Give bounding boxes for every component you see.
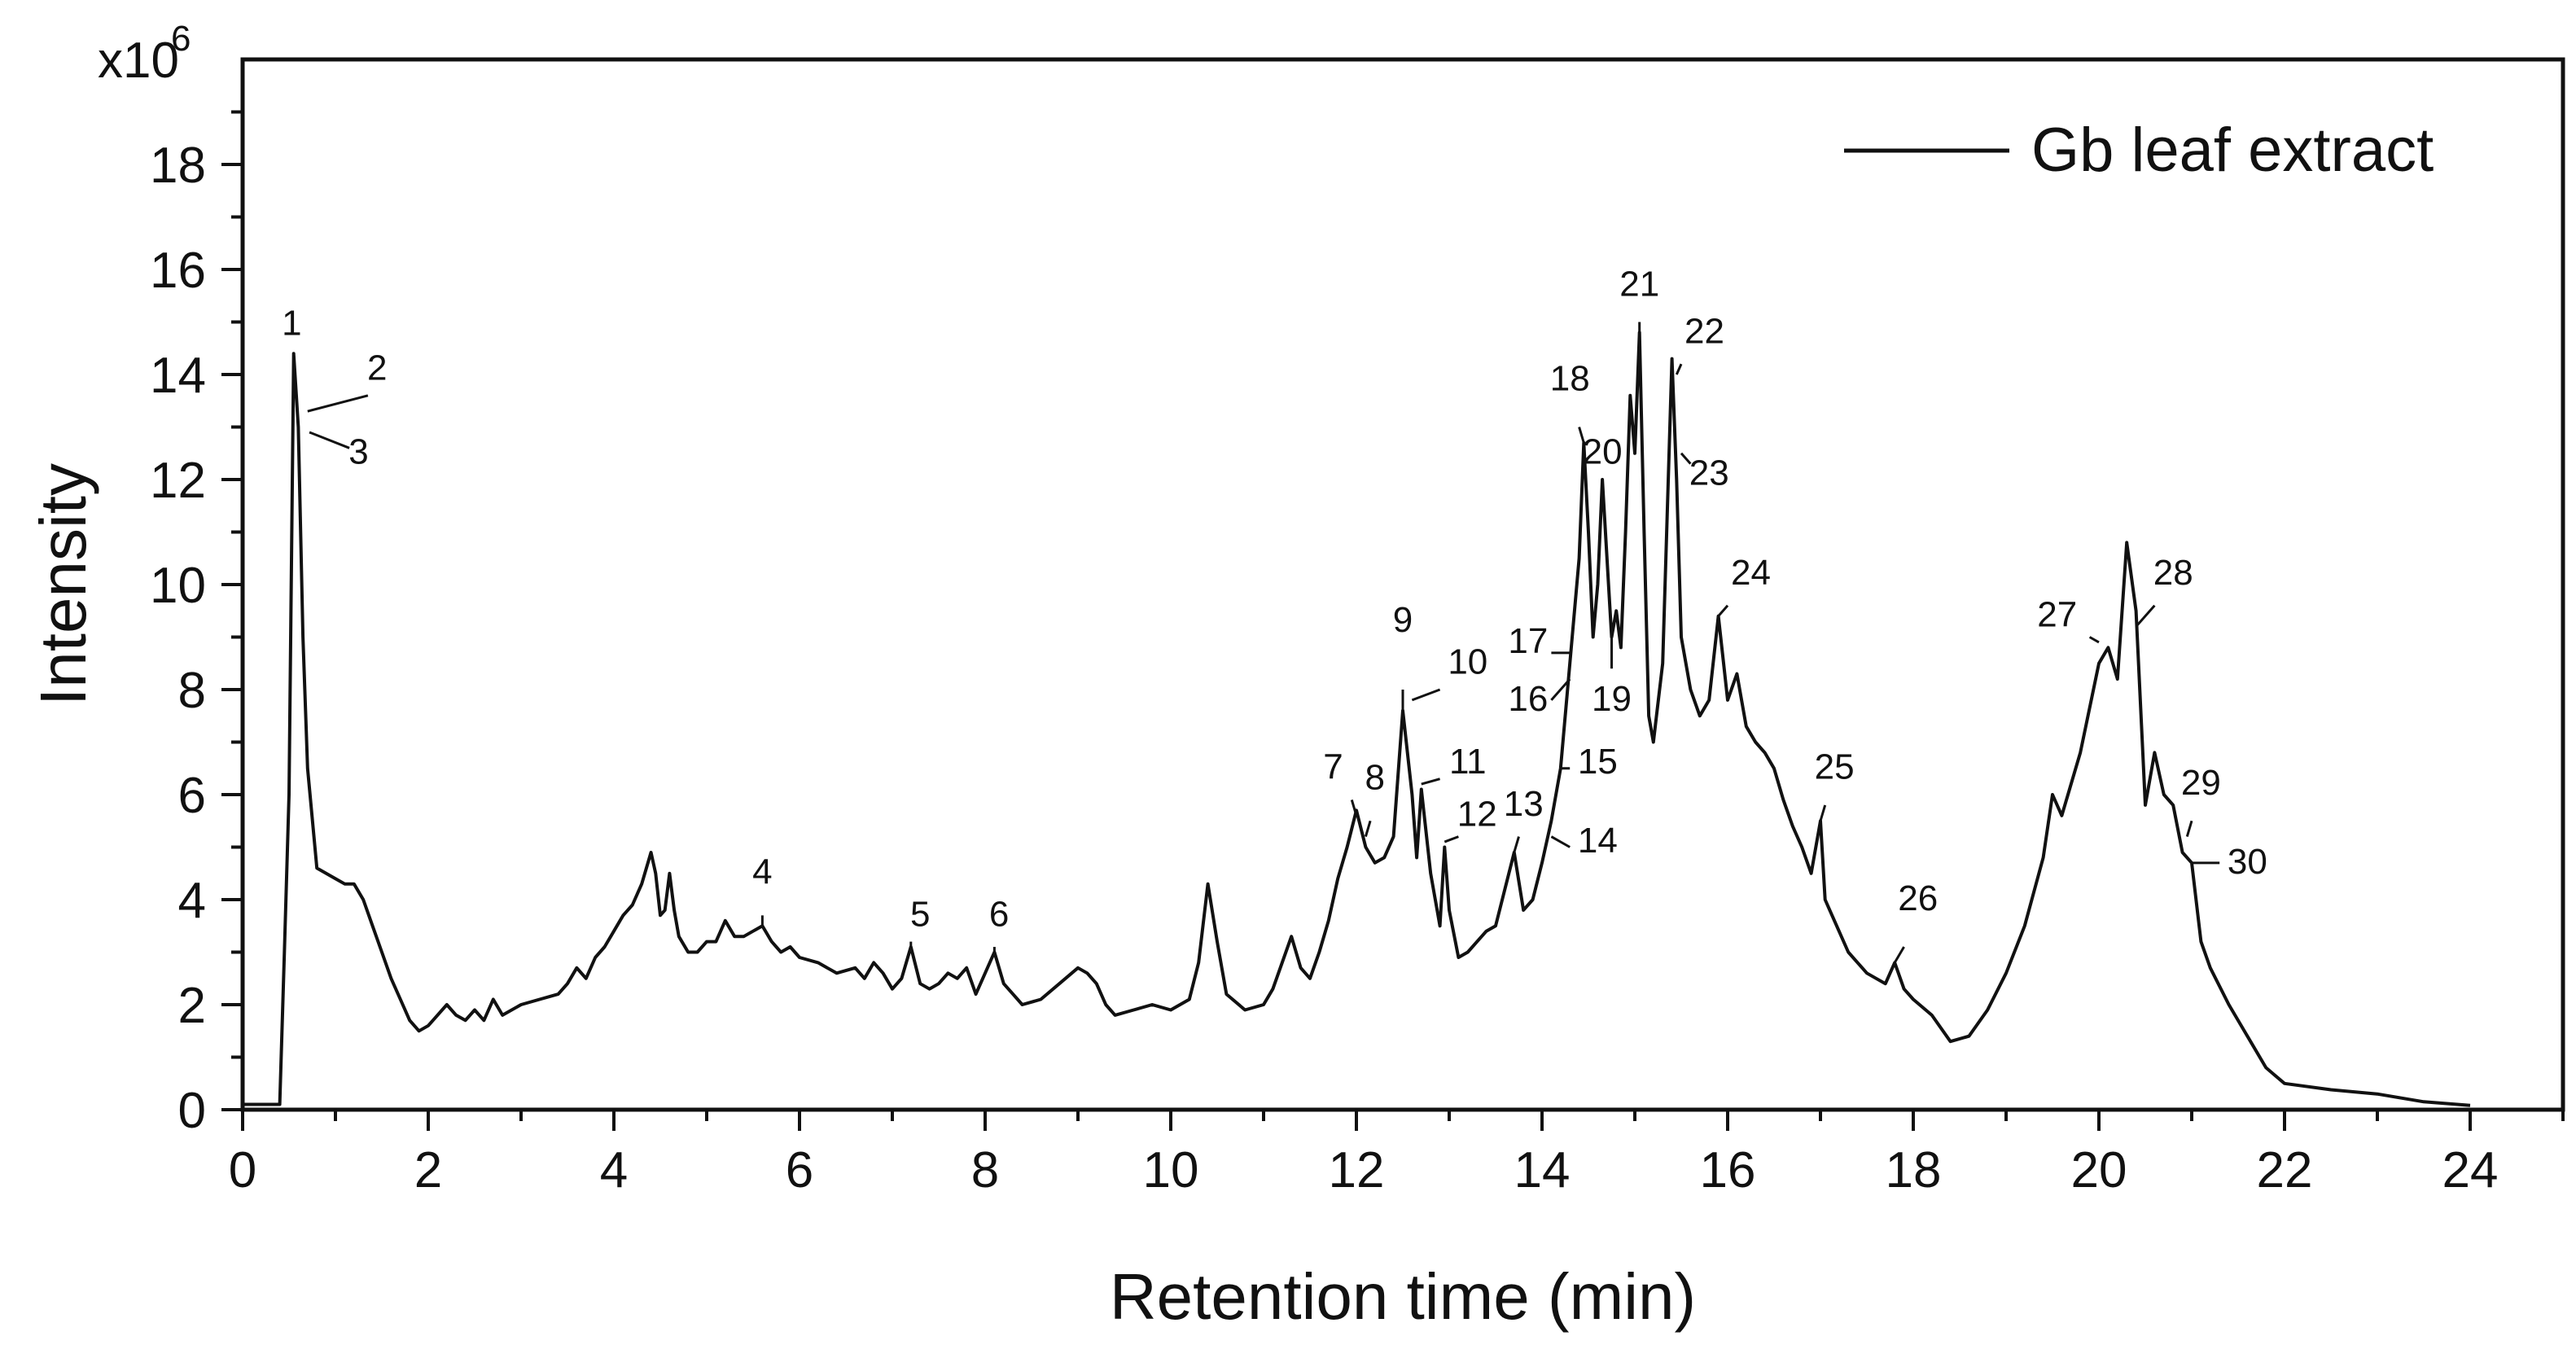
peak-leader-line	[309, 431, 350, 449]
y-tick-label: 12	[150, 453, 206, 509]
y-tick-label: 2	[178, 978, 206, 1034]
peak-label: 9	[1393, 600, 1413, 640]
peak-label: 26	[1898, 878, 1938, 918]
peak-label: 23	[1689, 453, 1729, 493]
legend-label: Gb leaf extract	[2031, 116, 2434, 185]
peak-label: 2	[367, 348, 387, 388]
x-tick-label: 14	[1514, 1142, 1571, 1198]
peak-leader-line	[1675, 363, 1683, 375]
peak-label: 15	[1578, 742, 1618, 782]
peak-label: 17	[1508, 621, 1548, 661]
y-tick-label: 14	[150, 348, 206, 404]
peak-leader-line	[1411, 688, 1441, 702]
peak-label: 8	[1365, 758, 1385, 798]
peak-label: 28	[2153, 553, 2193, 593]
x-tick-label: 16	[1700, 1142, 1756, 1198]
legend: Gb leaf extract	[1844, 116, 2434, 185]
series-line	[243, 331, 2471, 1107]
x-tick-label: 6	[786, 1142, 813, 1198]
series-group	[243, 331, 2471, 1107]
x-tick-label: 0	[229, 1142, 256, 1198]
peak-leader-line	[1893, 946, 1905, 964]
peak-label: 12	[1457, 795, 1497, 835]
peak-label: 18	[1550, 358, 1590, 398]
peak-leader-line	[2135, 604, 2156, 628]
peak-label: 1	[282, 304, 301, 344]
y-tick-label: 6	[178, 768, 206, 824]
peak-leader-line	[1421, 778, 1441, 786]
peak-label: 21	[1619, 264, 1659, 304]
peak-label: 11	[1449, 742, 1487, 782]
peak-label: 10	[1448, 642, 1487, 682]
peak-label: 24	[1731, 553, 1771, 593]
peak-label: 16	[1508, 679, 1548, 719]
y-multiplier: x10 6	[98, 19, 191, 89]
peak-label: 13	[1504, 784, 1544, 824]
peak-label: 7	[1323, 747, 1343, 787]
peak-label: 6	[989, 894, 1009, 934]
peak-leader-line	[1513, 836, 1520, 853]
x-tick-label: 12	[1329, 1142, 1385, 1198]
peak-leader-line	[1717, 604, 1729, 617]
peak-label: 27	[2037, 595, 2077, 635]
peak-leader-line	[2185, 820, 2193, 838]
peak-leader-line	[1819, 804, 1827, 821]
peak-label: 19	[1592, 679, 1632, 719]
x-tick-label: 2	[414, 1142, 442, 1198]
peak-label: 25	[1815, 747, 1855, 787]
y-tick-label: 16	[150, 243, 206, 299]
y-multiplier-exponent: 6	[171, 19, 191, 59]
y-multiplier-base: x10	[98, 33, 179, 89]
peak-leader-line	[1550, 835, 1571, 848]
plot-frame	[240, 57, 2565, 1112]
y-tick-label: 0	[178, 1083, 206, 1139]
peak-label: 20	[1583, 432, 1623, 472]
peak-leader-line	[1350, 799, 1358, 817]
peak-label: 22	[1684, 311, 1724, 351]
x-tick-label: 20	[2071, 1142, 2127, 1198]
y-tick-label: 10	[150, 558, 206, 614]
peak-label: 5	[910, 894, 930, 934]
x-tick-label: 24	[2442, 1142, 2499, 1198]
peak-leader-line	[1550, 678, 1571, 701]
peak-label: 30	[2228, 842, 2267, 882]
y-tick-label: 18	[150, 138, 206, 194]
peak-label: 29	[2181, 763, 2221, 803]
peak-leader-line	[307, 394, 369, 413]
x-tick-label: 10	[1143, 1142, 1199, 1198]
y-axis-title: Intensity	[27, 463, 99, 706]
x-tick-label: 8	[971, 1142, 999, 1198]
x-axis-title: Retention time (min)	[1110, 1260, 1696, 1333]
peak-label: 3	[348, 432, 368, 472]
peak-leader-line	[2088, 636, 2100, 644]
y-tick-label: 4	[178, 873, 206, 929]
peak-label: 4	[752, 852, 772, 892]
x-tick-label: 4	[600, 1142, 628, 1198]
x-tick-label: 22	[2257, 1142, 2313, 1198]
y-tick-label: 8	[178, 663, 206, 719]
x-tick-label: 18	[1886, 1142, 1942, 1198]
peak-leader-line	[1364, 820, 1372, 838]
peak-leader-line	[1444, 835, 1459, 843]
peak-label: 14	[1578, 821, 1618, 861]
peak-leader-line	[1680, 452, 1692, 465]
peak-leader-line	[1578, 427, 1585, 444]
